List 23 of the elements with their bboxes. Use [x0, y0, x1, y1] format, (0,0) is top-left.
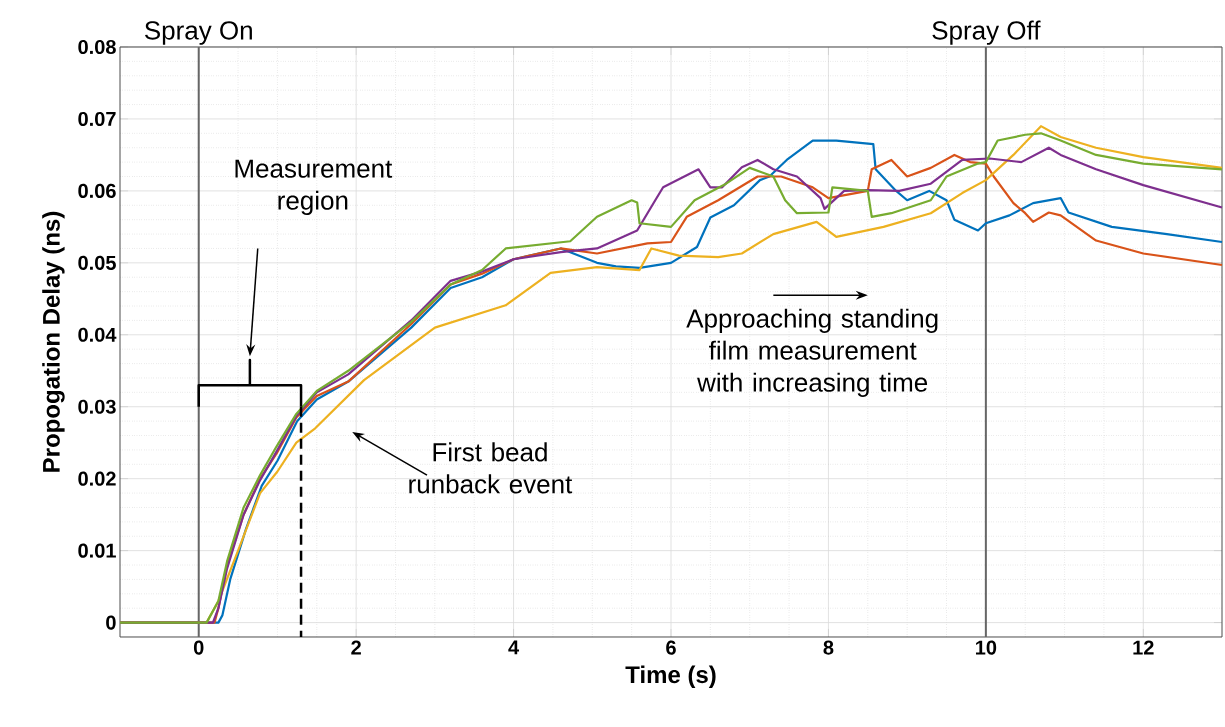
- x-axis-title: Time (s): [625, 665, 716, 688]
- x-tick-label: 2: [351, 640, 361, 655]
- ref-line-label: Spray On: [144, 21, 252, 45]
- annotation: Measurement region: [235, 159, 393, 215]
- y-tick-label: 0.04: [78, 327, 117, 342]
- annotation: First bead runback event: [409, 442, 573, 494]
- annotation: Approaching standing film measurement with increasing time: [686, 308, 938, 397]
- x-tick-label: 10: [975, 640, 997, 655]
- y-tick-label: 0.03: [78, 399, 116, 414]
- x-tick-label: 4: [508, 640, 520, 655]
- y-tick-label: 0: [106, 615, 116, 630]
- x-tick-label: 6: [666, 640, 676, 655]
- y-tick-label: 0.08: [78, 39, 116, 55]
- x-tick-label: 0: [193, 640, 204, 655]
- ref-line-label: Spray Off: [932, 20, 1041, 45]
- y-tick-label: 0.07: [78, 111, 116, 127]
- x-tick-label: 12: [1133, 640, 1154, 655]
- y-axis-title: Propogation Delay (ns): [42, 211, 65, 472]
- y-tick-label: 0.02: [78, 471, 116, 486]
- x-tick-label: 8: [823, 640, 834, 655]
- y-tick-label: 0.05: [78, 255, 116, 270]
- y-tick-label: 0.06: [78, 183, 116, 198]
- y-tick-label: 0.01: [78, 543, 116, 558]
